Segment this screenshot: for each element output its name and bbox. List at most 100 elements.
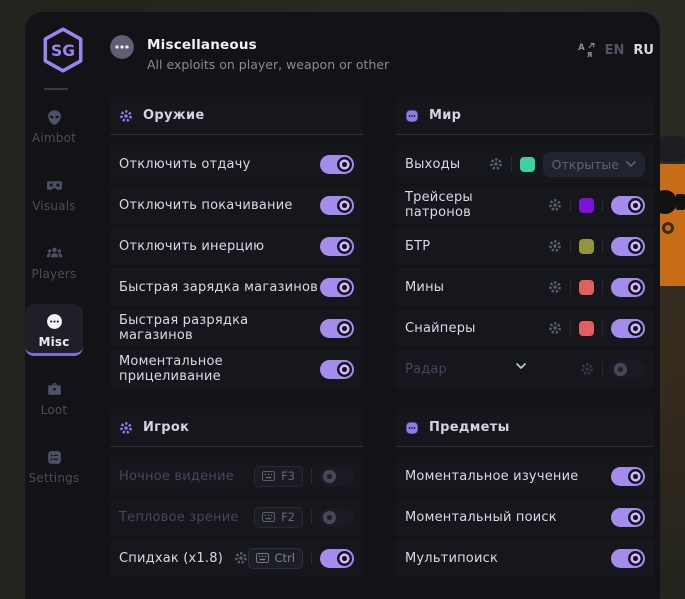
control-divider xyxy=(311,551,312,565)
color-swatch[interactable] xyxy=(579,238,594,254)
toggle-knob xyxy=(613,361,628,377)
control-divider xyxy=(570,321,571,335)
toggle-switch[interactable] xyxy=(320,359,354,379)
color-swatch[interactable] xyxy=(579,320,594,336)
sidebar-item-settings[interactable]: Settings xyxy=(25,440,83,492)
toggle-switch[interactable] xyxy=(320,507,354,527)
feature-label: Радар xyxy=(405,361,448,377)
keyboard-icon xyxy=(262,471,276,481)
feature-label: Мины xyxy=(405,279,445,295)
briefcase-icon xyxy=(46,381,63,398)
feature-row: Трейсеры патронов xyxy=(396,186,654,224)
feature-row: Быстрая зарядка магазинов xyxy=(110,268,363,306)
section-header: Предметы xyxy=(396,409,654,447)
feature-label: Тепловое зрение xyxy=(119,509,239,525)
sidebar-item-players[interactable]: Players xyxy=(25,236,83,288)
dropdown-select[interactable]: Открытые xyxy=(542,151,645,177)
feature-row: Мины xyxy=(396,268,654,306)
language-switcher: A я EN RU xyxy=(578,42,654,58)
chevron-down-icon xyxy=(626,161,636,167)
toggle-switch[interactable] xyxy=(611,236,645,256)
page-title: Miscellaneous xyxy=(147,37,257,53)
sidebar-item-label: Aimbot xyxy=(31,131,77,145)
feature-row: Ночное видение F3 xyxy=(110,457,363,495)
toggle-switch[interactable] xyxy=(611,507,645,527)
row-settings-gear-icon[interactable] xyxy=(234,551,248,565)
section-player: Игрок Ночное видение F3 Тепловое зрение F2 Сп… xyxy=(110,409,363,580)
toggle-switch[interactable] xyxy=(611,318,645,338)
control-divider xyxy=(602,362,603,376)
feature-label: Трейсеры патронов xyxy=(405,190,473,220)
toggle-knob xyxy=(337,550,352,566)
color-swatch[interactable] xyxy=(579,279,594,295)
sidebar-item-loot[interactable]: Loot xyxy=(25,372,83,424)
sidebar-item-aimbot[interactable]: Aimbot xyxy=(25,100,83,152)
section-header: Игрок xyxy=(110,409,363,447)
color-swatch[interactable] xyxy=(579,197,595,213)
toggle-knob xyxy=(337,238,352,254)
hotkey-badge[interactable]: F3 xyxy=(254,465,303,487)
row-settings-gear-icon[interactable] xyxy=(548,198,562,212)
toggle-knob xyxy=(337,156,352,172)
feature-row: Радар xyxy=(396,350,654,388)
row-settings-gear-icon[interactable] xyxy=(548,280,562,294)
color-swatch[interactable] xyxy=(519,156,535,172)
row-settings-gear-icon[interactable] xyxy=(548,321,562,335)
feature-label: Мультипоиск xyxy=(405,550,499,566)
section-world: Мир Выходы Открытые Трейсеры патронов БТР Мин… xyxy=(396,97,654,391)
toggle-knob xyxy=(337,279,352,295)
feature-row: Моментальное изучение xyxy=(396,457,654,495)
feature-label: Отключить инерцию xyxy=(119,238,265,254)
gear-icon xyxy=(119,421,133,435)
hotkey-label: Ctrl xyxy=(274,551,295,565)
toggle-switch[interactable] xyxy=(611,466,645,486)
hotkey-badge[interactable]: F2 xyxy=(254,506,303,528)
lang-ru-button[interactable]: RU xyxy=(633,42,654,58)
toggle-switch[interactable] xyxy=(320,318,354,338)
feature-label: Моментальное прицеливание xyxy=(119,354,223,384)
toggle-knob xyxy=(628,238,643,254)
control-divider xyxy=(602,198,604,212)
row-settings-gear-icon[interactable] xyxy=(489,157,503,171)
feature-label: Быстрая разрядка магазинов xyxy=(119,313,249,343)
toggle-switch[interactable] xyxy=(320,195,354,215)
feature-row: Тепловое зрение F2 xyxy=(110,498,363,536)
players-icon xyxy=(46,245,63,262)
control-divider xyxy=(602,239,603,253)
toggle-knob xyxy=(628,550,643,566)
feature-row: Снайперы xyxy=(396,309,654,347)
toggle-switch[interactable] xyxy=(611,277,645,297)
sidebar-item-visuals[interactable]: Visuals xyxy=(25,168,83,220)
hotkey-label: F2 xyxy=(281,510,295,524)
svg-text:SG: SG xyxy=(51,42,75,60)
feature-label: Выходы xyxy=(405,156,461,172)
toggle-switch[interactable] xyxy=(320,466,354,486)
section-title: Оружие xyxy=(143,108,205,123)
toggle-switch[interactable] xyxy=(320,154,354,174)
expand-chevron-down-icon[interactable] xyxy=(516,363,526,369)
toggle-switch[interactable] xyxy=(320,548,354,568)
section-header: Оружие xyxy=(110,97,363,135)
sidebar-item-label: Settings xyxy=(28,471,80,485)
lang-en-button[interactable]: EN xyxy=(604,42,625,58)
toggle-switch[interactable] xyxy=(611,359,645,379)
toggle-switch[interactable] xyxy=(320,236,354,256)
feature-row: Моментальное прицеливание xyxy=(110,350,363,388)
row-settings-gear-icon[interactable] xyxy=(548,239,562,253)
hotkey-badge[interactable]: Ctrl xyxy=(247,547,303,569)
toggle-switch[interactable] xyxy=(611,548,645,568)
toggle-knob xyxy=(322,468,337,484)
background-window-fragment xyxy=(659,136,685,162)
feature-label: Моментальный поиск xyxy=(405,509,557,525)
toggle-knob xyxy=(628,279,643,295)
feature-row: Отключить отдачу xyxy=(110,145,363,183)
page-subtitle: All exploits on player, weapon or other xyxy=(147,57,390,72)
feature-label: Отключить покачивание xyxy=(119,197,293,213)
section-title: Предметы xyxy=(429,420,510,435)
sidebar-item-misc[interactable]: Misc xyxy=(25,304,83,356)
row-settings-gear-icon[interactable] xyxy=(580,362,594,376)
toggle-switch[interactable] xyxy=(611,195,646,215)
toggle-switch[interactable] xyxy=(320,277,354,297)
toggle-knob xyxy=(322,509,337,525)
